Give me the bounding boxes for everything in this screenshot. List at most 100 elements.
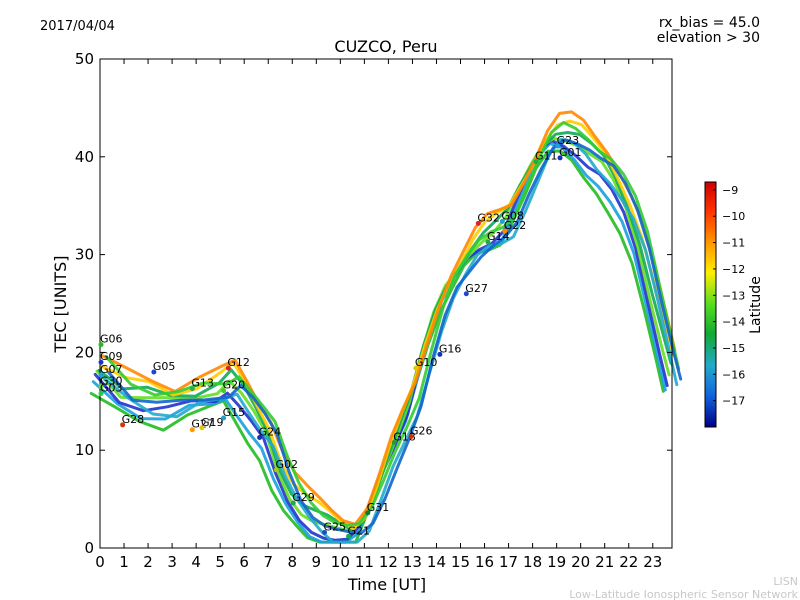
satellite-point <box>463 291 469 297</box>
satellite-label: G21 <box>348 524 371 537</box>
tec-curves <box>89 110 683 544</box>
satellite-point <box>98 384 104 390</box>
satellite-label: G26 <box>410 425 433 438</box>
x-tick-label: 4 <box>191 553 201 571</box>
satellite-point <box>225 365 231 371</box>
x-tick-label: 5 <box>215 553 225 571</box>
x-tick-label: 8 <box>287 553 297 571</box>
satellite-point <box>221 415 227 421</box>
satellite-label: G01 <box>559 146 582 159</box>
satellite-point <box>189 386 195 392</box>
satellite-point <box>557 155 563 161</box>
satellite-label: G03 <box>100 382 123 395</box>
satellite-label: G15 <box>223 406 246 419</box>
satellite-point <box>98 372 104 378</box>
plot-frame <box>99 58 673 549</box>
satellite-label: G19 <box>201 416 224 429</box>
satellite-point <box>555 143 561 149</box>
satellite-point <box>437 351 443 357</box>
x-tick-label: 20 <box>571 553 590 571</box>
chart-title: CUZCO, Peru <box>334 37 437 56</box>
tec-track-curve <box>107 138 683 535</box>
tec-track-curve <box>105 121 681 527</box>
colorbar-tick-label: −10 <box>722 210 745 223</box>
y-axis-label: TEC [UNITS] <box>51 256 70 354</box>
x-tick-label: 12 <box>379 553 398 571</box>
y-tick-label: 40 <box>75 148 94 166</box>
satellite-label: G25 <box>324 520 347 533</box>
satellite-point <box>151 369 157 375</box>
satellite-label: G12 <box>227 356 250 369</box>
rx-bias-label: rx_bias = 45.0 <box>659 15 760 31</box>
satellite-label: G20 <box>223 379 246 392</box>
satellite-point <box>475 220 481 226</box>
x-tick-label: 16 <box>475 553 494 571</box>
x-axis-ticks: 0 1 2 3 4 5 6 7 8 9 10 11 12 13 14 15 16 17 18 19 20 21 22 23 <box>95 59 662 571</box>
colorbar-tick-label: −15 <box>722 342 745 355</box>
x-tick-label: 23 <box>643 553 662 571</box>
satellite-point <box>98 391 104 397</box>
x-tick-label: 6 <box>239 553 249 571</box>
x-tick-label: 9 <box>312 553 322 571</box>
satellite-label: G09 <box>100 350 123 363</box>
satellite-point <box>499 218 505 224</box>
satellite-label: G31 <box>367 501 390 514</box>
satellite-label: G05 <box>153 360 176 373</box>
colorbar-tick-label: −16 <box>722 368 745 381</box>
colorbar-ticks: −9 −10 −11 −12 −13 −14 −15 −16 −17 <box>713 184 745 408</box>
y-tick-label: 20 <box>75 343 94 361</box>
satellite-point <box>413 365 419 371</box>
y-tick-label: 50 <box>75 50 94 68</box>
satellite-label: G27 <box>465 282 488 295</box>
x-tick-label: 11 <box>355 553 374 571</box>
x-tick-label: 10 <box>331 553 350 571</box>
satellite-point <box>322 529 328 535</box>
satellite-label: G24 <box>259 426 282 439</box>
colorbar-tick-label: −13 <box>722 289 745 302</box>
colorbar <box>704 181 717 428</box>
satellite-point <box>98 359 104 365</box>
satellite-point <box>391 439 397 445</box>
date-label: 2017/04/04 <box>40 19 115 34</box>
x-tick-label: 1 <box>119 553 129 571</box>
satellite-point <box>290 500 296 506</box>
satellite-label: G13 <box>191 377 214 390</box>
satellite-label: G22 <box>504 219 527 232</box>
satellite-point <box>257 435 263 441</box>
satellite-point <box>189 427 195 433</box>
satellite-point <box>98 342 104 348</box>
satellite-label: G28 <box>122 413 145 426</box>
satellite-point <box>533 159 539 165</box>
satellite-point <box>273 467 279 473</box>
colorbar-tick-label: −14 <box>722 316 745 329</box>
x-tick-label: 14 <box>427 553 446 571</box>
x-tick-label: 19 <box>547 553 566 571</box>
x-tick-label: 22 <box>619 553 638 571</box>
x-tick-label: 2 <box>143 553 153 571</box>
satellite-point <box>485 239 491 245</box>
x-tick-label: 3 <box>167 553 177 571</box>
y-tick-label: 0 <box>84 539 94 557</box>
satellite-label: G18 <box>393 430 416 443</box>
colorbar-tick-label: −17 <box>722 395 745 408</box>
satellite-label: G30 <box>100 375 123 388</box>
x-tick-label: 7 <box>263 553 273 571</box>
x-tick-label: 21 <box>595 553 614 571</box>
satellite-label: G32 <box>477 211 500 224</box>
satellite-label: G02 <box>275 458 298 471</box>
satellite-label: G08 <box>501 209 524 222</box>
footer-org-full: Low-Latitude Ionospheric Sensor Network <box>569 588 798 600</box>
x-axis-label: Time [UT] <box>347 575 426 594</box>
tec-track-curve <box>101 110 677 526</box>
satellite-point <box>221 388 227 394</box>
satellite-point <box>346 533 352 539</box>
y-axis-ticks: 0 10 20 30 40 50 <box>75 50 672 557</box>
satellite-point <box>408 434 414 440</box>
satellite-label: G07 <box>100 363 123 376</box>
footer-org-short: LISN <box>773 575 798 588</box>
y-tick-label: 10 <box>75 441 94 459</box>
x-tick-label: 15 <box>451 553 470 571</box>
satellite-point <box>502 228 508 234</box>
satellite-label: G23 <box>557 134 580 147</box>
